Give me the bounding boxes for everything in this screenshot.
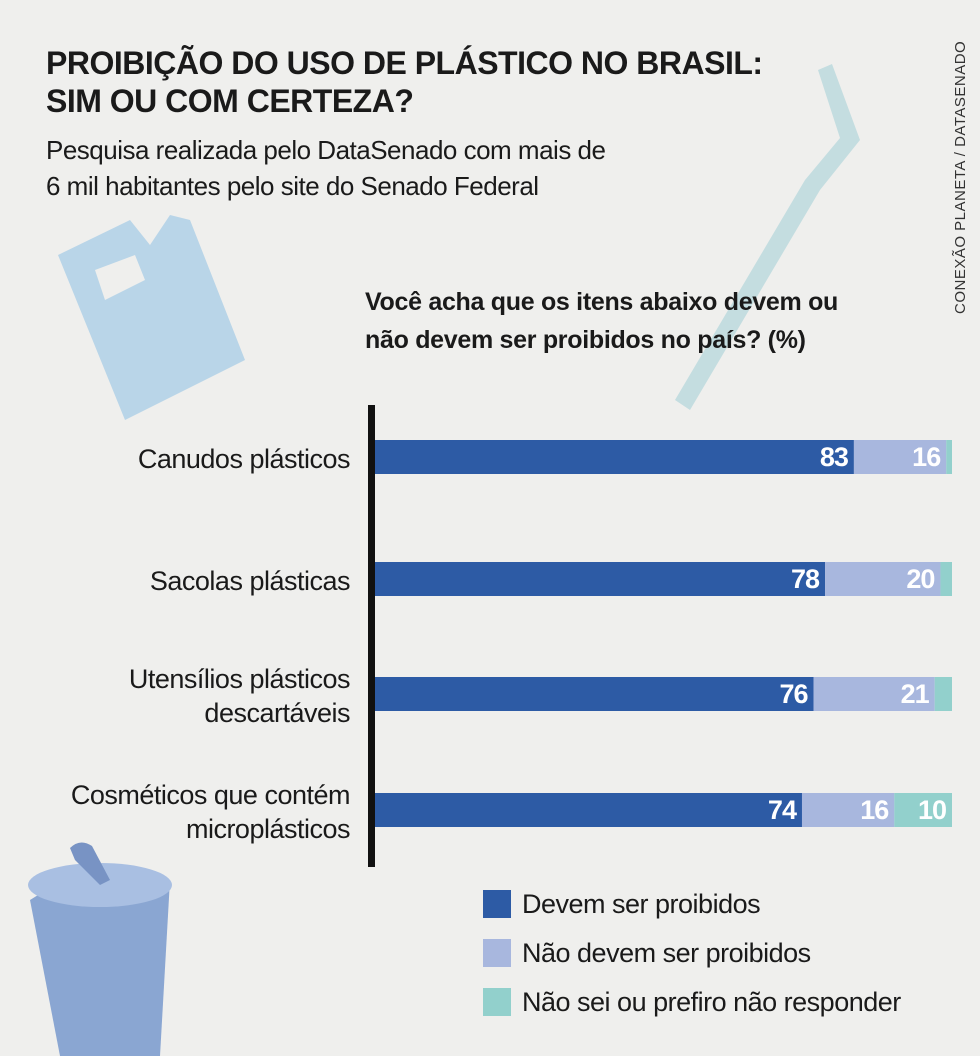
bar-segment: [940, 562, 952, 596]
value-label: 78: [791, 564, 820, 594]
bar-segment: [801, 793, 895, 827]
axis-line: [368, 405, 375, 867]
legend-label: Não devem ser proibidos: [522, 938, 811, 968]
straw-illustration: [675, 64, 860, 410]
bar-segment: [825, 562, 941, 596]
value-label: 74: [767, 795, 797, 825]
source: CONEXÃO PLANETA / DATASENADO: [952, 40, 969, 314]
bar-segment: [375, 440, 854, 474]
value-label: 16: [860, 795, 889, 825]
legend-swatch: [483, 988, 511, 1016]
category-label: Utensílios plásticos descartáveis: [128, 664, 351, 728]
bar-segment: [375, 562, 826, 596]
bar-segment: [375, 677, 814, 711]
chart-title: Você acha que os itens abaixo devem ou n…: [365, 288, 839, 354]
value-label: 76: [779, 679, 808, 709]
bag-illustration: [58, 215, 245, 420]
subtitle: Pesquisa realizada pelo DataSenado com m…: [46, 135, 606, 201]
value-label: 20: [906, 564, 935, 594]
bar-segment: [375, 793, 802, 827]
legend-label: Não sei ou prefiro não responder: [522, 987, 901, 1017]
value-label: 10: [917, 795, 947, 825]
category-label: Sacolas plásticas: [149, 566, 351, 596]
bar-segment: [934, 677, 952, 711]
cup-illustration: [28, 842, 172, 1056]
legend-label: Devem ser proibidos: [522, 889, 761, 919]
bar-segment: [894, 793, 952, 827]
category-label: Canudos plásticos: [137, 444, 351, 474]
bar-segment: [813, 677, 935, 711]
category-label: Cosméticos que contém microplásticos: [70, 780, 351, 844]
value-label: 16: [912, 442, 941, 472]
bar-segment: [853, 440, 947, 474]
bar-segment: [946, 440, 952, 474]
legend-swatch: [483, 890, 511, 918]
title: PROIBIÇÃO DO USO DE PLÁSTICO NO BRASIL: …: [46, 45, 763, 119]
legend-swatch: [483, 939, 511, 967]
value-label: 21: [900, 679, 930, 709]
value-label: 83: [819, 442, 849, 472]
